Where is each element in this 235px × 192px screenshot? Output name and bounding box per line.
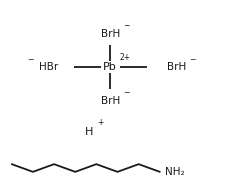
Text: BrH: BrH [101, 29, 120, 39]
Text: HBr: HBr [39, 62, 58, 72]
Text: −: − [123, 21, 130, 30]
Text: BrH: BrH [167, 62, 186, 72]
Text: BrH: BrH [101, 96, 120, 106]
Text: −: − [189, 55, 196, 64]
Text: NH₂: NH₂ [164, 167, 184, 177]
Text: 2+: 2+ [119, 53, 130, 62]
Text: H: H [85, 127, 94, 137]
Text: Pb: Pb [102, 62, 116, 72]
Text: +: + [97, 118, 103, 127]
Text: −: − [123, 88, 130, 97]
Text: −: − [27, 55, 34, 64]
